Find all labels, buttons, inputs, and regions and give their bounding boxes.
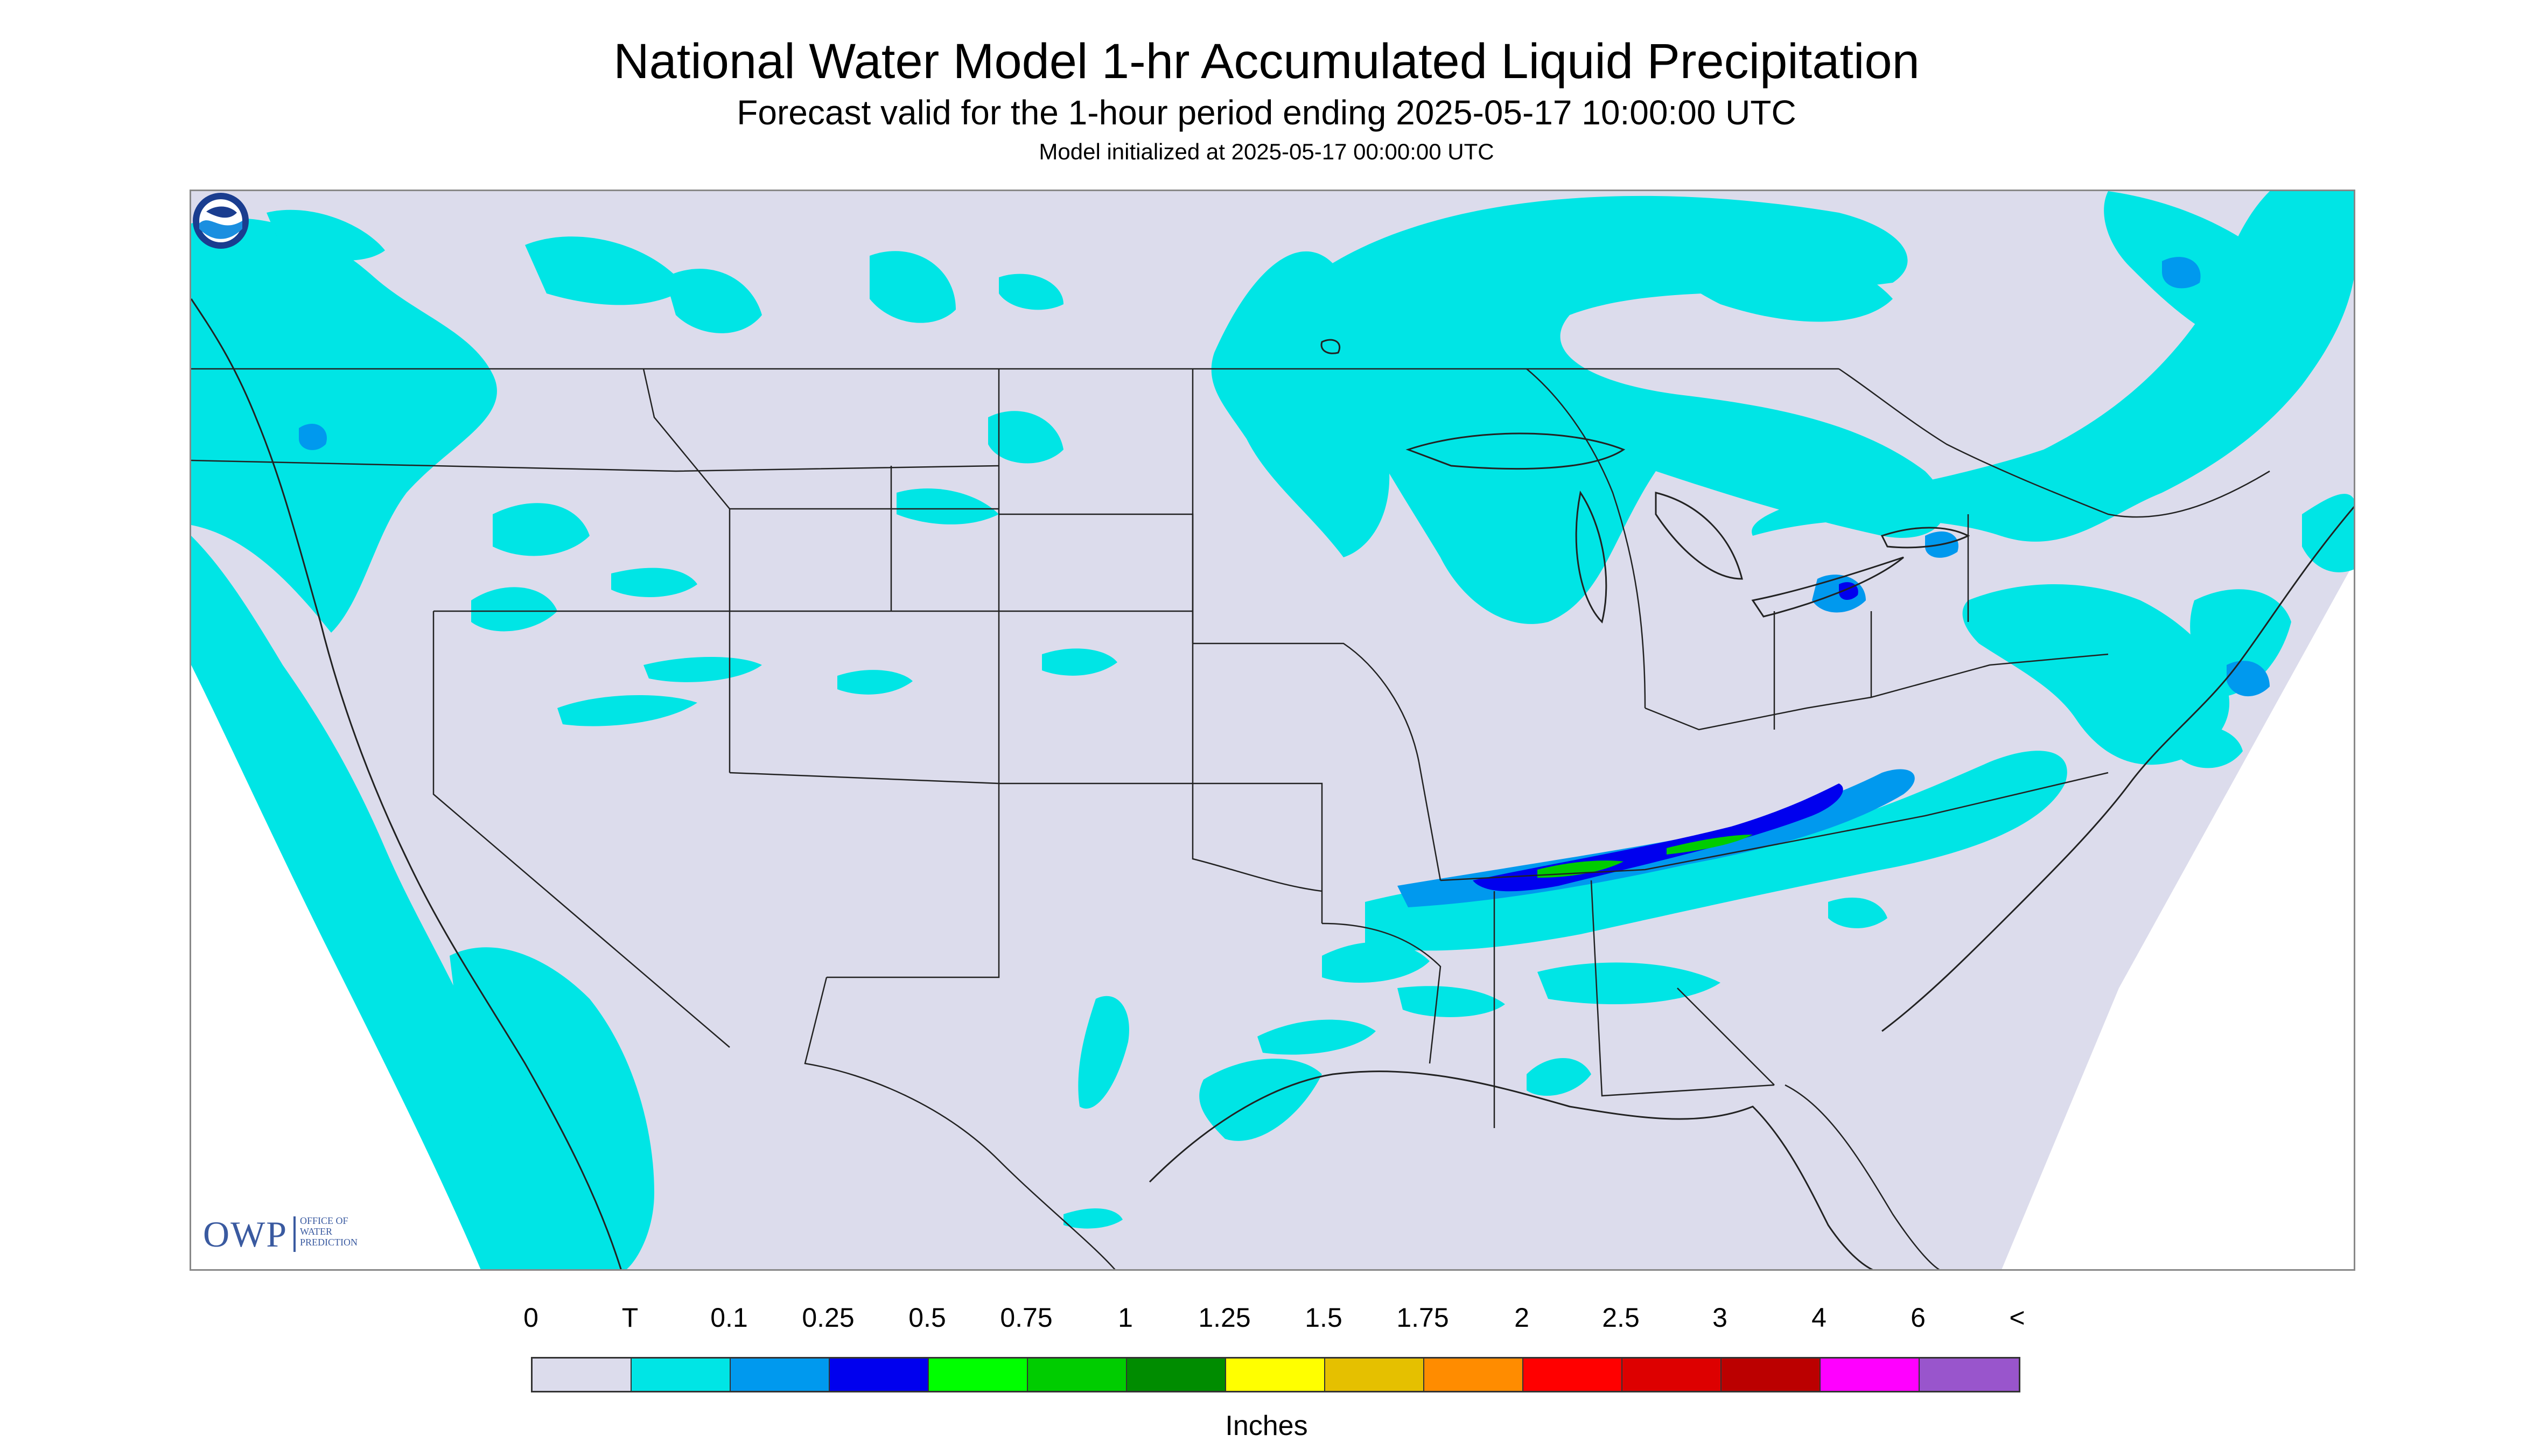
map-title: National Water Model 1-hr Accumulated Li… [613,34,1920,89]
no-data-area-left-edge [191,584,534,1269]
coastlines [191,298,2354,1269]
legend-label-4: 0.5 [908,1303,946,1333]
noaa-logo [193,193,249,249]
legend-label-5: 0.75 [1000,1303,1053,1333]
legend-labels: 0 T 0.1 0.25 0.5 0.75 1 1.25 1.5 1.75 2 2.5 3 4 6 < [0,1302,2533,1334]
trace-precip-areas [191,191,2354,1269]
precipitation-map: OWP Office of Water Prediction [190,190,2355,1271]
legend-label-12: 3 [1712,1303,1727,1333]
legend-swatch-9 [1424,1359,1523,1391]
owp-logo-divider [293,1216,296,1252]
forecast-valid-subtitle: Forecast valid for the 1-hour period end… [737,93,1796,132]
legend-swatch-10 [1523,1359,1622,1391]
legend-label-10: 2 [1514,1303,1529,1333]
state-boundaries [191,368,2270,1269]
legend-swatch-7 [1226,1359,1325,1391]
legend-swatch-6 [1127,1359,1226,1391]
legend-swatch-1 [632,1359,731,1391]
no-data-area-right [2002,563,2354,1269]
legend-label-13: 4 [1811,1303,1827,1333]
legend-swatch-12 [1722,1359,1821,1391]
legend-label-14: 6 [1911,1303,1926,1333]
heavy-precip-areas [1537,835,1753,878]
map-canvas [191,191,2354,1269]
model-init-text: Model initialized at 2025-05-17 00:00:00… [1039,139,1494,164]
noaa-logo-wave [199,220,242,239]
great-lakes [1320,339,1970,624]
legend-swatch-5 [1028,1359,1127,1391]
noaa-logo-bird [206,206,237,218]
legend-label-15: < [2009,1303,2025,1333]
legend-swatch-0 [533,1359,632,1391]
legend-label-3: 0.25 [802,1303,855,1333]
legend-label-1: T [621,1303,639,1333]
legend-swatch-8 [1325,1359,1424,1391]
legend-swatch-13 [1821,1359,1920,1391]
legend-swatch-4 [929,1359,1028,1391]
legend-swatch-11 [1622,1359,1722,1391]
legend-label-2: 0.1 [710,1303,748,1333]
legend-swatch-2 [731,1359,830,1391]
legend-label-11: 2.5 [1602,1303,1640,1333]
owp-logo-subtext: Office of Water Prediction [300,1215,358,1248]
legend-swatch-14 [1920,1359,2019,1391]
legend-label-9: 1.75 [1396,1303,1449,1333]
legend-units: Inches [1225,1410,1308,1441]
legend-swatch-3 [830,1359,929,1391]
legend-color-bar [531,1357,2020,1392]
legend-label-8: 1.5 [1305,1303,1342,1333]
legend-label-0: 0 [523,1303,538,1333]
owp-logo: OWP Office of Water Prediction [203,1205,375,1264]
legend-label-7: 1.25 [1198,1303,1251,1333]
owp-logo-text: OWP [203,1214,288,1255]
legend-label-6: 1 [1118,1303,1133,1333]
